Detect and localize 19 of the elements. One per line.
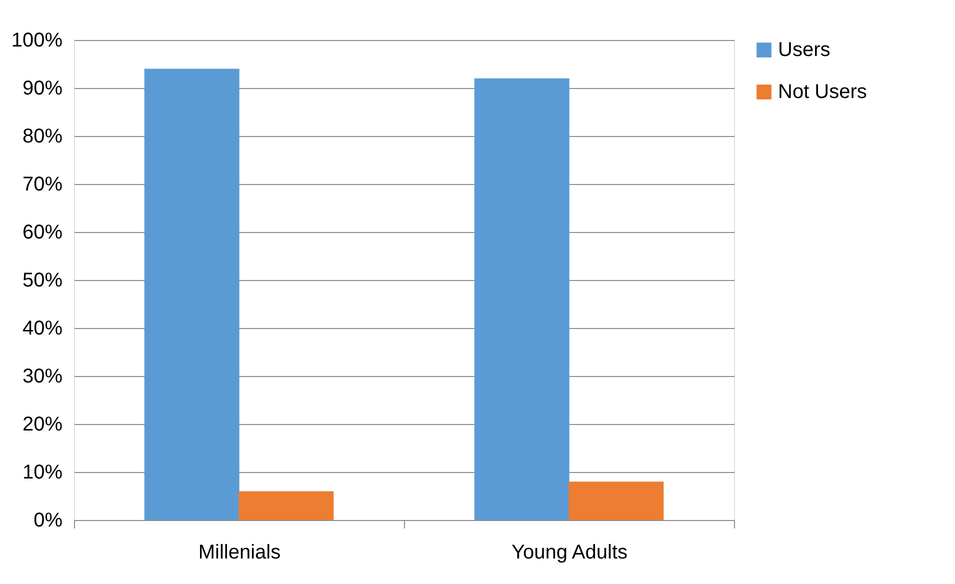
bar xyxy=(568,482,664,520)
x-tick-label: Millenials xyxy=(198,542,281,564)
x-tick-label: Young Adults xyxy=(511,542,628,564)
y-tick-label: 100% xyxy=(11,30,63,52)
y-tick-label: 90% xyxy=(22,78,63,100)
y-tick-label: 60% xyxy=(22,222,63,244)
y-tick-label: 80% xyxy=(22,126,63,148)
bar xyxy=(238,491,334,520)
y-tick-label: 70% xyxy=(22,174,63,196)
legend-label: Users xyxy=(778,39,830,61)
y-tick-label: 0% xyxy=(34,510,63,532)
y-tick-label: 50% xyxy=(22,270,63,292)
bar xyxy=(144,68,240,520)
y-tick-label: 20% xyxy=(22,414,63,436)
y-tick-label: 30% xyxy=(22,366,63,388)
y-tick-label: 10% xyxy=(22,462,63,484)
legend-label: Not Users xyxy=(778,81,867,103)
bar xyxy=(474,78,570,520)
y-tick-label: 40% xyxy=(22,318,63,340)
